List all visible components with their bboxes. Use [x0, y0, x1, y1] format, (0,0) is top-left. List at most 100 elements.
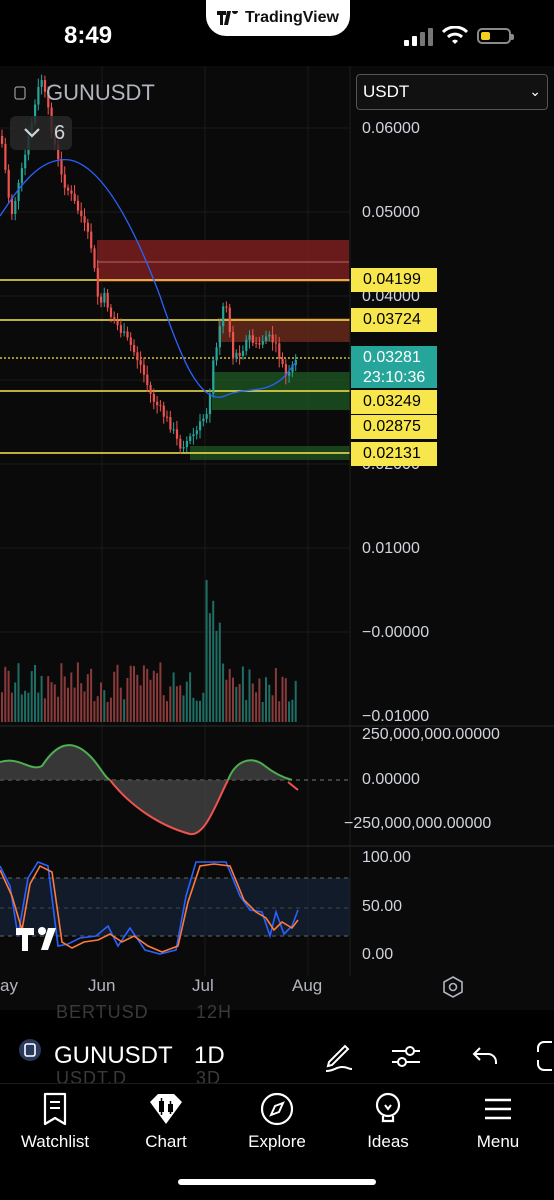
- candle-body: [142, 364, 146, 375]
- toolbar-timeframe[interactable]: 1D: [194, 1042, 225, 1069]
- candle-body: [268, 334, 271, 337]
- candle-body: [103, 292, 106, 303]
- volume-bar: [251, 683, 254, 722]
- level-badge: 0.02875: [351, 415, 437, 439]
- chart-settings-icon[interactable]: [442, 976, 464, 998]
- chevron-down-icon: ⌄: [529, 83, 541, 99]
- candle-body: [34, 104, 37, 123]
- nav-menu[interactable]: Menu: [443, 1092, 553, 1152]
- nav-label: Explore: [248, 1132, 306, 1151]
- nav-ideas[interactable]: Ideas: [333, 1092, 443, 1152]
- volume-bar: [172, 672, 175, 722]
- volume-bar: [232, 677, 234, 722]
- volume-bar: [34, 664, 36, 722]
- candle-body: [1, 136, 4, 144]
- bottom-nav: Watchlist Chart Explore Ideas Menu: [0, 1083, 554, 1200]
- volume-bar: [10, 692, 13, 722]
- drawing-pen-icon[interactable]: [322, 1040, 356, 1074]
- candle-body: [248, 335, 251, 340]
- volume-bar: [90, 668, 93, 722]
- volume-bar: [24, 690, 27, 722]
- volume-bar: [76, 662, 79, 722]
- volume-bar: [271, 695, 274, 722]
- candle-body: [109, 307, 113, 317]
- volume-bar: [215, 630, 218, 722]
- volume-bar: [238, 684, 241, 722]
- chart-area[interactable]: [0, 66, 554, 1010]
- nav-chart[interactable]: Chart: [111, 1092, 221, 1152]
- candle-body: [255, 342, 258, 344]
- macd-fill-neg: [110, 780, 228, 835]
- tradingview-watermark-icon: [16, 927, 56, 951]
- dynamic-island-label: TradingView: [245, 9, 339, 26]
- candle-body: [284, 364, 287, 376]
- nav-explore[interactable]: Explore: [222, 1092, 332, 1152]
- macd-fill-pos: [228, 760, 292, 780]
- volume-bar: [63, 676, 66, 722]
- time-axis-label: Jul: [192, 976, 214, 995]
- candle-body: [7, 169, 10, 198]
- wifi-icon: [442, 26, 468, 44]
- volume-bar: [192, 697, 195, 722]
- volume-bar: [248, 669, 251, 722]
- time-axis-label: Jun: [88, 976, 116, 995]
- candle-body: [258, 343, 261, 345]
- candle-body: [100, 296, 103, 303]
- undo-icon[interactable]: [470, 1040, 500, 1070]
- volume-bar: [40, 675, 43, 722]
- macd-line-up: [0, 744, 111, 781]
- candle-body: [146, 374, 149, 386]
- chart-symbol[interactable]: GUNUSDT: [46, 80, 155, 105]
- nav-watchlist[interactable]: Watchlist: [0, 1092, 110, 1152]
- volume-bar: [268, 684, 271, 722]
- volume-bar: [179, 685, 182, 722]
- volume-bar: [20, 694, 23, 722]
- chart-canvas[interactable]: [0, 66, 554, 1010]
- stoch-scale-label: 0.00: [362, 946, 394, 963]
- time-axis-label: Aug: [292, 976, 323, 995]
- candle-body: [116, 320, 119, 326]
- price-scale-label: 0.01000: [362, 540, 420, 557]
- candle-body: [86, 222, 89, 232]
- level-badge: 0.02131: [351, 442, 437, 466]
- indicators-icon[interactable]: [390, 1040, 422, 1072]
- candle-body: [278, 343, 281, 360]
- volume-bar: [116, 664, 119, 722]
- stoch-scale-label: 100.00: [362, 849, 411, 866]
- candle-body: [139, 360, 142, 365]
- candle-body: [126, 331, 129, 338]
- volume-bar: [205, 579, 208, 722]
- candle-body: [235, 352, 238, 359]
- quote-currency-select[interactable]: USDT ⌄: [356, 74, 548, 110]
- price-scale-label: 0.04000: [362, 288, 420, 305]
- tradingview-logo-icon: [217, 11, 238, 25]
- volume-bar: [261, 701, 264, 722]
- volume-bar: [152, 670, 155, 722]
- candle-body: [14, 200, 17, 214]
- volume-bar: [60, 663, 63, 722]
- volume-bar: [265, 677, 267, 722]
- volume-bar: [175, 686, 178, 722]
- candle-body: [73, 193, 76, 201]
- candle-body: [225, 306, 228, 308]
- volume-bar: [218, 622, 221, 722]
- home-indicator[interactable]: [178, 1179, 376, 1185]
- candle-body: [60, 159, 63, 175]
- volume-bar: [83, 691, 86, 722]
- indicators-toggle[interactable]: 6: [10, 116, 72, 150]
- volume-bar: [123, 699, 126, 722]
- toolbar-symbol[interactable]: GUNUSDT: [54, 1042, 173, 1069]
- candle-body: [159, 405, 162, 407]
- volume-bar: [27, 692, 30, 722]
- candle-body: [245, 339, 248, 352]
- volume-bar: [202, 692, 205, 722]
- candle-body: [205, 414, 208, 419]
- fullscreen-icon[interactable]: [536, 1040, 554, 1072]
- dynamic-island[interactable]: TradingView: [206, 0, 350, 36]
- volume-bar: [294, 680, 297, 722]
- candle-body: [93, 248, 96, 269]
- volume-bar: [70, 672, 73, 722]
- chart-icon: [150, 1094, 182, 1124]
- volume-bar: [162, 695, 165, 722]
- lightbulb-icon: [375, 1092, 401, 1123]
